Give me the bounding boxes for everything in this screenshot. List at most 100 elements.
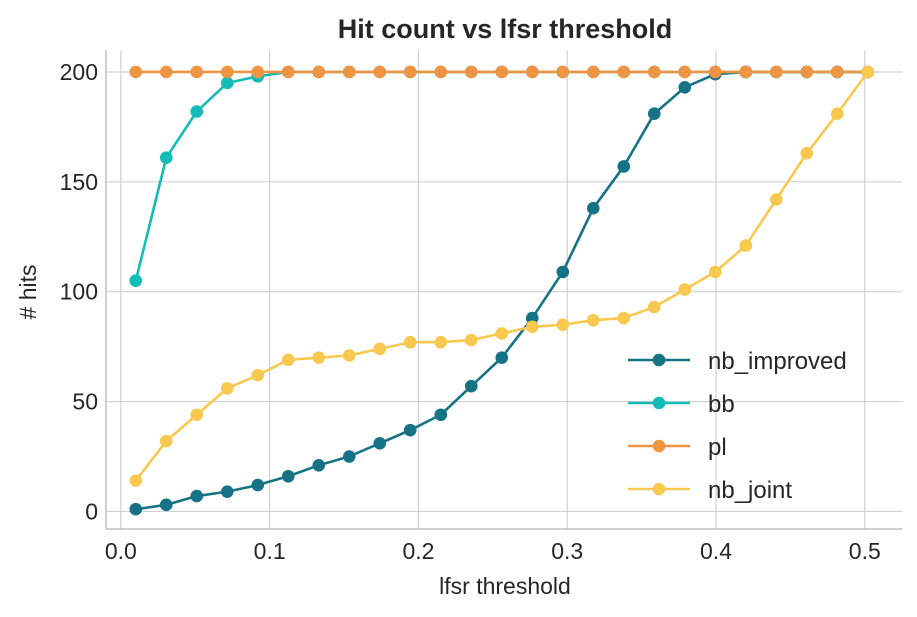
- data-point: [769, 193, 783, 206]
- data-point: [373, 437, 387, 450]
- data-point: [586, 201, 600, 215]
- x-tick-label: 0.5: [849, 538, 881, 564]
- series-nb-joint: [129, 65, 875, 487]
- y-tick-label: 50: [72, 389, 98, 415]
- data-point: [464, 65, 478, 79]
- data-point: [403, 423, 417, 437]
- data-point: [861, 65, 875, 79]
- series-pl: [129, 65, 875, 79]
- data-point: [281, 469, 295, 483]
- data-point: [220, 485, 234, 498]
- data-point: [373, 342, 387, 356]
- data-point: [373, 65, 387, 79]
- data-point: [739, 65, 753, 79]
- x-tick-label: 0.4: [700, 538, 732, 564]
- legend-entry: nb_improved: [628, 348, 847, 375]
- y-tick-label: 150: [60, 169, 98, 195]
- data-point: [434, 335, 448, 349]
- data-point: [525, 320, 539, 334]
- data-point: [708, 65, 722, 79]
- series-bb: [129, 65, 875, 288]
- data-point: [159, 498, 173, 512]
- series-line: [134, 71, 869, 482]
- data-point: [678, 81, 692, 94]
- x-axis-label: lfsr threshold: [439, 573, 571, 599]
- data-point: [190, 489, 204, 503]
- x-tick-label: 0.2: [402, 538, 434, 564]
- data-point: [586, 313, 600, 327]
- legend-label: pl: [708, 434, 727, 461]
- data-point: [678, 65, 692, 79]
- y-tick-label: 100: [60, 279, 98, 305]
- axes-spines: [105, 50, 902, 530]
- data-point: [556, 318, 570, 331]
- data-point: [495, 327, 509, 340]
- data-point: [525, 65, 539, 79]
- data-point: [769, 65, 783, 79]
- data-point: [129, 502, 143, 516]
- data-point: [251, 65, 265, 79]
- data-point: [647, 300, 661, 314]
- legend-entry: pl: [628, 434, 727, 461]
- series-nb-improved: [129, 65, 875, 516]
- chart-title: Hit count vs lfsr threshold: [338, 14, 673, 44]
- series-line: [135, 70, 868, 511]
- data-point: [617, 311, 631, 325]
- data-point: [159, 434, 173, 448]
- data-point: [342, 349, 356, 362]
- data-point: [159, 65, 173, 79]
- data-point: [220, 76, 234, 90]
- legend-marker: [652, 439, 666, 453]
- data-point: [464, 379, 478, 393]
- data-point: [800, 65, 814, 79]
- series-line: [134, 70, 868, 282]
- data-point: [342, 450, 356, 463]
- x-tick-label: 0.1: [254, 538, 286, 564]
- data-point: [220, 65, 234, 79]
- data-point: [495, 65, 509, 79]
- data-point: [830, 65, 844, 79]
- data-point: [281, 353, 295, 367]
- data-point: [464, 333, 478, 347]
- data-point: [556, 65, 570, 79]
- data-point: [617, 160, 631, 173]
- data-point: [342, 65, 356, 79]
- data-point: [129, 65, 143, 79]
- data-point: [434, 408, 448, 422]
- y-tick-label: 200: [60, 59, 98, 85]
- data-point: [190, 65, 204, 79]
- legend-label: nb_joint: [708, 477, 792, 504]
- data-point: [647, 107, 661, 121]
- data-point: [678, 283, 692, 296]
- x-tick-label: 0.0: [105, 538, 137, 564]
- data-point: [312, 351, 326, 364]
- y-axis-label: # hits: [15, 265, 41, 320]
- grid: [106, 50, 902, 529]
- data-point: [800, 146, 814, 160]
- y-tick-label: 0: [85, 498, 98, 524]
- tick-labels: 0.0 0.1 0.2 0.3 0.4 0.5 0 50 100 150 200: [60, 59, 881, 564]
- data-point: [159, 151, 173, 164]
- data-point: [220, 382, 234, 395]
- data-series: [129, 65, 875, 516]
- x-tick-label: 0.3: [551, 538, 583, 564]
- data-point: [647, 65, 661, 79]
- data-point: [281, 65, 295, 79]
- data-point: [251, 368, 265, 382]
- legend-entry: nb_joint: [628, 477, 792, 504]
- data-point: [556, 265, 570, 279]
- data-point: [830, 107, 844, 121]
- legend-label: bb: [708, 391, 735, 418]
- data-point: [129, 474, 143, 487]
- data-point: [495, 351, 509, 364]
- data-point: [525, 311, 539, 325]
- legend-marker: [652, 353, 666, 367]
- data-point: [708, 265, 722, 279]
- data-point: [190, 408, 204, 422]
- data-point: [403, 65, 417, 79]
- data-point: [586, 65, 600, 79]
- data-point: [129, 274, 143, 288]
- data-point: [434, 65, 448, 79]
- data-point: [251, 478, 265, 492]
